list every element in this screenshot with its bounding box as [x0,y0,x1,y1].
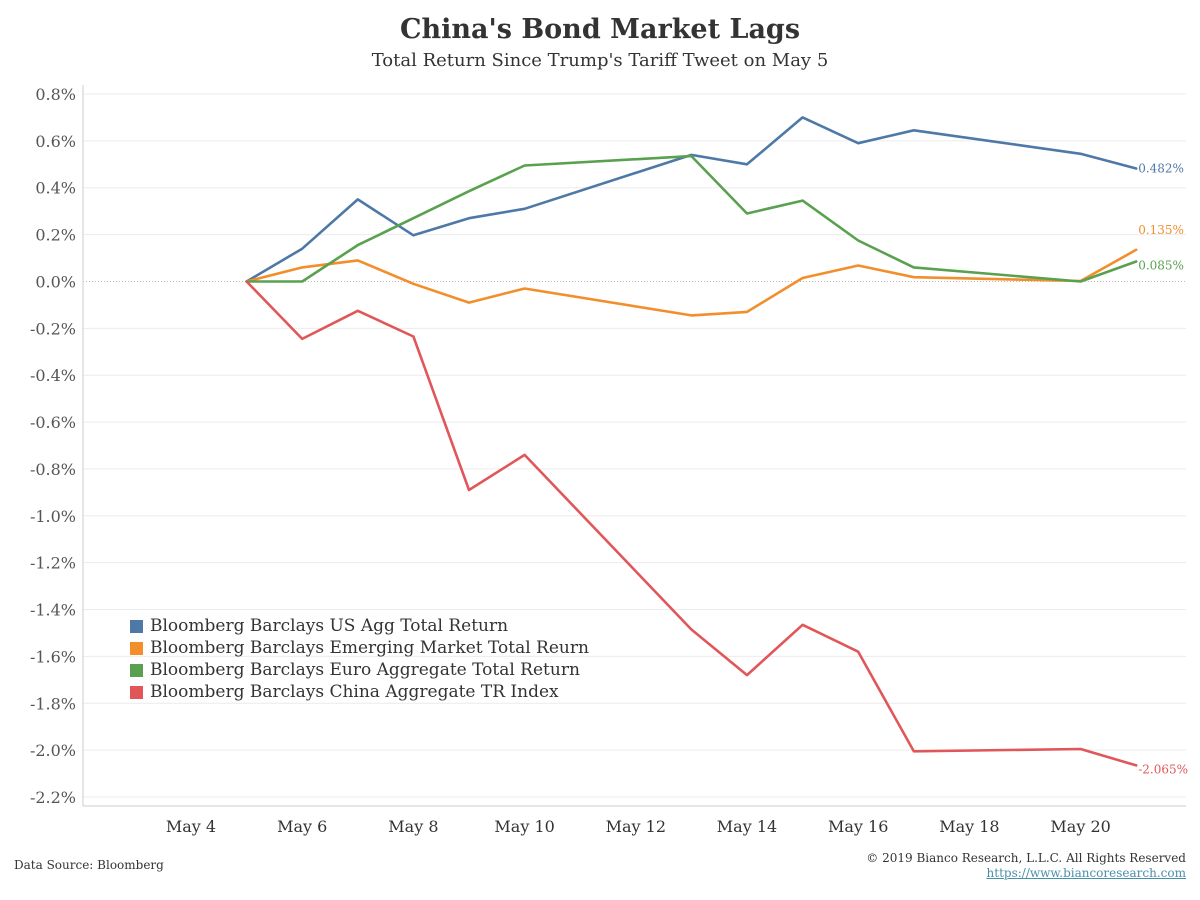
y-tick-label: -1.6% [30,647,76,666]
y-tick-label: -2.0% [30,741,76,760]
x-tick-label: May 20 [1050,817,1110,836]
series-line [245,116,1138,283]
y-tick-label: 0.6% [35,132,76,151]
copyright-note: © 2019 Bianco Research, L.L.C. All Right… [866,851,1186,865]
x-tick-label: May 14 [717,817,777,836]
chart-subtitle: Total Return Since Trump's Tariff Tweet … [371,50,829,71]
legend-label: Bloomberg Barclays China Aggregate TR In… [150,682,559,702]
end-value-label: -2.065% [1138,762,1188,776]
y-tick-label: -2.2% [30,788,76,807]
end-value-label: 0.135% [1138,223,1184,237]
legend-item: Bloomberg Barclays China Aggregate TR In… [130,681,589,703]
y-tick-label: -0.2% [30,319,76,338]
y-tick-label: -0.6% [30,413,76,432]
x-tick-label: May 10 [494,817,554,836]
x-tick-label: May 6 [277,817,327,836]
series-line [245,248,1138,317]
x-tick-label: May 4 [166,817,216,836]
x-tick-label: May 16 [828,817,888,836]
end-value-label: 0.482% [1138,162,1184,176]
series-lines [245,116,1138,767]
end-labels: 0.482% 0.135% 0.085% -2.065% [1138,162,1188,777]
legend-label: Bloomberg Barclays Euro Aggregate Total … [150,660,580,680]
legend-label: Bloomberg Barclays US Agg Total Return [150,616,509,636]
legend-label: Bloomberg Barclays Emerging Market Total… [150,638,589,658]
x-tick-label: May 18 [939,817,999,836]
y-tick-label: 0.8% [35,85,76,104]
y-tick-label: -1.2% [30,554,76,573]
y-tick-label: -1.8% [30,694,76,713]
end-value-label: 0.085% [1138,259,1184,273]
y-tick-label: -1.4% [30,601,76,620]
grid-lines [83,93,1186,798]
legend-item: Bloomberg Barclays Euro Aggregate Total … [130,659,589,681]
website-link[interactable]: https://www.biancoresearch.com [986,866,1186,880]
series-line [245,280,1138,767]
x-tick-label: May 12 [606,817,666,836]
legend-item: Bloomberg Barclays Emerging Market Total… [130,637,589,659]
y-tick-label: 0.0% [35,272,76,291]
y-tick-label: -0.4% [30,366,76,385]
y-tick-label: -1.0% [30,507,76,526]
y-tick-label: 0.4% [35,179,76,198]
legend-swatch [130,641,143,655]
x-axis-ticks: May 4 May 6 May 8 May 10 May 12 May 14 May 16 M… [166,817,1111,836]
legend: Bloomberg Barclays US Agg Total Return B… [130,615,589,703]
y-tick-label: -0.8% [30,460,76,479]
y-tick-label: 0.2% [35,226,76,245]
y-axis-ticks: 0.8% 0.6% 0.4% 0.2% 0.0% -0.2% -0.4% -0.6% -0.8%… [30,85,76,807]
data-source-note: Data Source: Bloomberg [14,858,164,872]
legend-swatch [130,619,143,633]
series-line [245,154,1138,283]
legend-swatch [130,685,143,699]
chart-title: China's Bond Market Lags [399,14,801,45]
x-tick-label: May 8 [388,817,438,836]
legend-item: Bloomberg Barclays US Agg Total Return [130,615,589,637]
legend-swatch [130,663,143,677]
